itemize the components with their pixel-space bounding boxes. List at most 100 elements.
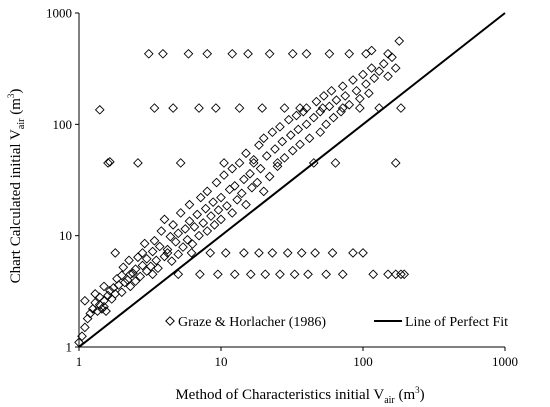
data-point [257, 103, 268, 113]
data-point [368, 269, 379, 280]
data-point [125, 281, 136, 292]
data-point [195, 192, 206, 203]
data-point [355, 103, 365, 113]
data-point [166, 256, 177, 267]
data-point [296, 248, 307, 258]
data-point [170, 237, 181, 247]
data-point [224, 184, 235, 195]
data-point [141, 253, 152, 264]
data-point [94, 104, 105, 115]
data-point [175, 158, 186, 168]
data-point [358, 248, 368, 258]
data-point [173, 249, 184, 260]
data-point [315, 106, 326, 117]
data-point [182, 234, 193, 245]
data-point [378, 58, 389, 69]
data-point [241, 148, 251, 159]
legend: Graze & Horlacher (1986) Line of Perfect… [165, 315, 508, 330]
data-point [205, 248, 216, 258]
data-point [344, 99, 355, 110]
data-point [282, 248, 293, 258]
data-point [192, 209, 203, 220]
data-point [162, 244, 173, 255]
data-point [159, 214, 170, 225]
data-point [130, 264, 141, 275]
data-point [374, 66, 385, 77]
data-point [94, 292, 105, 303]
data-point [183, 48, 194, 59]
data-point [202, 226, 213, 236]
data-point [331, 95, 342, 105]
data-point [232, 194, 243, 205]
data-point [267, 248, 278, 258]
data-point [301, 103, 312, 113]
data-point [227, 208, 238, 218]
data-point [279, 153, 290, 163]
data-point [211, 103, 221, 113]
data-point [168, 220, 178, 230]
data-point [149, 103, 160, 113]
data-point [358, 69, 368, 80]
axes [75, 12, 506, 351]
data-point [135, 271, 146, 282]
data-point [85, 308, 96, 319]
data-point [236, 188, 247, 199]
data-point [239, 248, 249, 258]
data-point [202, 48, 213, 59]
data-point [301, 119, 312, 130]
legend-marker-diamond [165, 316, 175, 326]
data-point [337, 81, 348, 92]
y-tick-label: 1 [66, 340, 73, 355]
data-point [255, 163, 266, 174]
x-tick-label: 100 [353, 354, 373, 369]
data-point [369, 73, 380, 83]
data-point [326, 85, 337, 96]
data-point [173, 269, 184, 280]
data-point [254, 140, 264, 150]
data-point [80, 295, 90, 306]
data-point [364, 88, 374, 99]
data-point [128, 268, 138, 279]
data-point [396, 269, 406, 280]
data-point [291, 110, 302, 121]
data-point [165, 231, 176, 242]
data-point [180, 224, 191, 234]
data-point [261, 151, 272, 161]
data-point [394, 36, 405, 46]
data-point [219, 170, 229, 180]
data-point [202, 186, 213, 197]
data-point [324, 101, 335, 112]
data-point [337, 103, 348, 113]
data-point [248, 158, 259, 168]
data-point [184, 199, 195, 210]
data-point [194, 103, 204, 113]
data-point [105, 157, 115, 167]
data-point [101, 306, 111, 316]
scatter-markers [74, 36, 410, 348]
data-point [340, 91, 351, 101]
data-point [92, 306, 103, 316]
data-point [208, 197, 218, 207]
data-point [383, 269, 393, 280]
data-point [285, 130, 296, 140]
data-point [147, 246, 158, 257]
data-point [234, 103, 245, 113]
data-point [304, 133, 315, 144]
data-point [311, 96, 322, 107]
data-point [99, 281, 109, 292]
x-axis-title: Method of Characteristics initial Vair (… [175, 385, 424, 406]
data-point [366, 45, 377, 56]
data-point [97, 304, 107, 314]
data-point [387, 52, 397, 63]
data-point [198, 218, 209, 228]
data-point [99, 301, 109, 312]
data-point [355, 93, 365, 104]
data-point [279, 103, 290, 113]
data-point [383, 48, 393, 59]
data-point [301, 48, 312, 59]
tick-labels: 1 10 100 1000 1 10 100 1000 [46, 6, 518, 370]
data-point [110, 248, 121, 258]
data-point [178, 242, 188, 252]
data-point [216, 214, 226, 225]
data-point [361, 79, 371, 89]
